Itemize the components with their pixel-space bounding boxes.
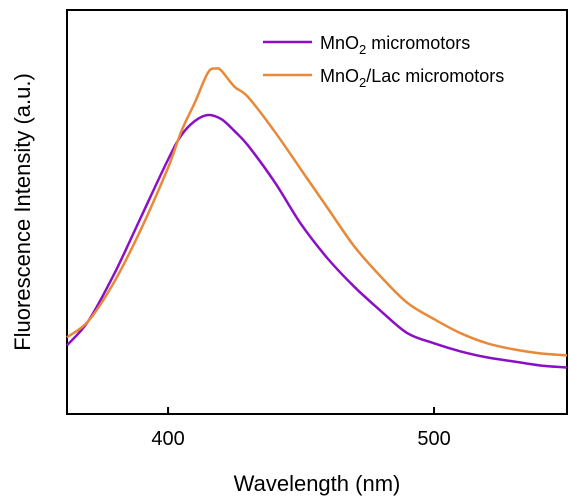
series-line-0 [66, 113, 568, 369]
x-tick-label-400: 400 [151, 428, 184, 450]
legend-label-mno2-main: MnO [320, 33, 359, 53]
legend-label-mno2-lac: MnO2/Lac micromotors [320, 66, 504, 90]
y-axis-label: Fluorescence Intensity (a.u.) [10, 73, 35, 351]
series-layer [66, 67, 568, 369]
legend-label-mno2-rest: micromotors [366, 33, 470, 53]
series-line-1 [66, 67, 568, 357]
legend-label-mno2: MnO2 micromotors [320, 33, 470, 57]
legend-label-mno2-lac-rest: /Lac micromotors [366, 66, 504, 86]
legend-label-mno2-sub: 2 [359, 42, 366, 57]
legend-label-mno2-lac-main: MnO [320, 66, 359, 86]
plot-frame [66, 9, 568, 415]
legend: MnO2 micromotors MnO2/Lac micromotors [263, 33, 504, 90]
x-axis-label: Wavelength (nm) [234, 471, 401, 496]
x-axis-ticks: 400 500 [151, 407, 451, 450]
x-tick-label-500: 500 [417, 428, 450, 450]
legend-label-mno2-lac-sub: 2 [359, 75, 366, 90]
